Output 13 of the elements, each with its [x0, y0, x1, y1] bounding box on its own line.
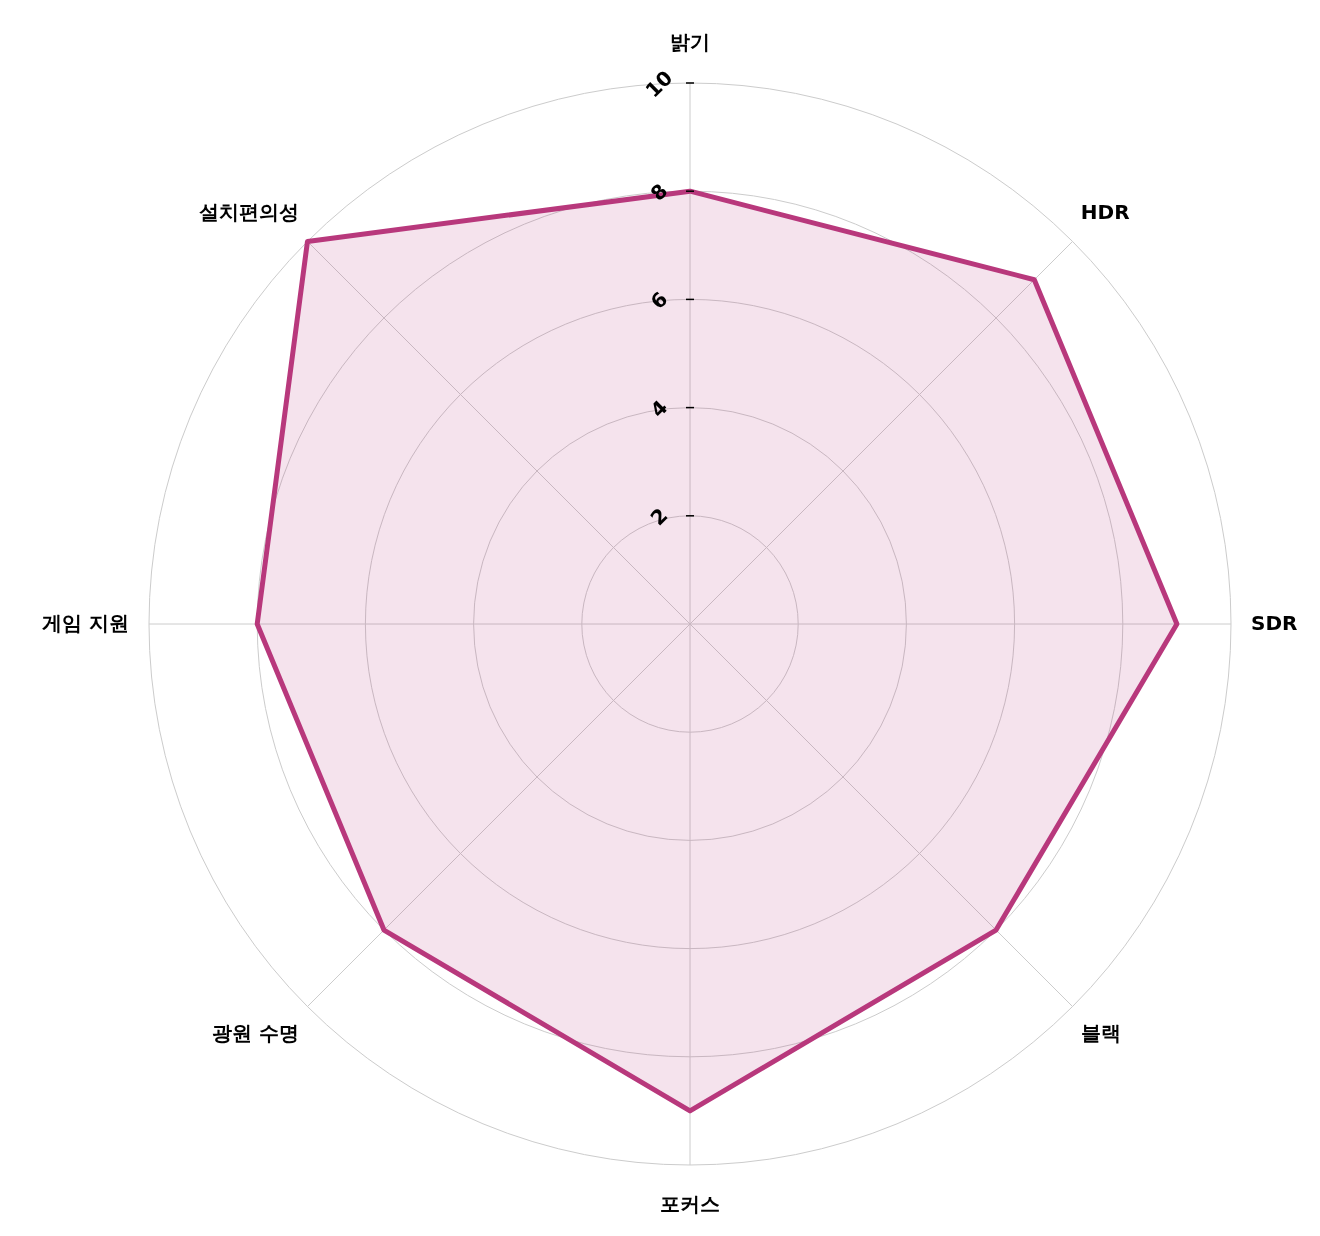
y-tick-label: 2 — [645, 503, 673, 531]
spoke-label: 설치편의성 — [199, 199, 300, 224]
spoke-label: 게임 지원 — [42, 610, 129, 635]
spoke-label: HDR — [1080, 199, 1130, 224]
spoke-label: SDR — [1251, 610, 1298, 635]
y-tick-label: 8 — [645, 178, 673, 206]
y-tick-label: 6 — [645, 286, 673, 314]
spoke-label: 블랙 — [1080, 1021, 1121, 1046]
spoke-label: 포커스 — [660, 1191, 720, 1216]
spoke-label: 밝기 — [670, 29, 710, 54]
y-tick-label: 10 — [640, 65, 678, 103]
y-tick-label: 4 — [645, 395, 673, 422]
spoke-label: 광원 수명 — [212, 1021, 300, 1046]
